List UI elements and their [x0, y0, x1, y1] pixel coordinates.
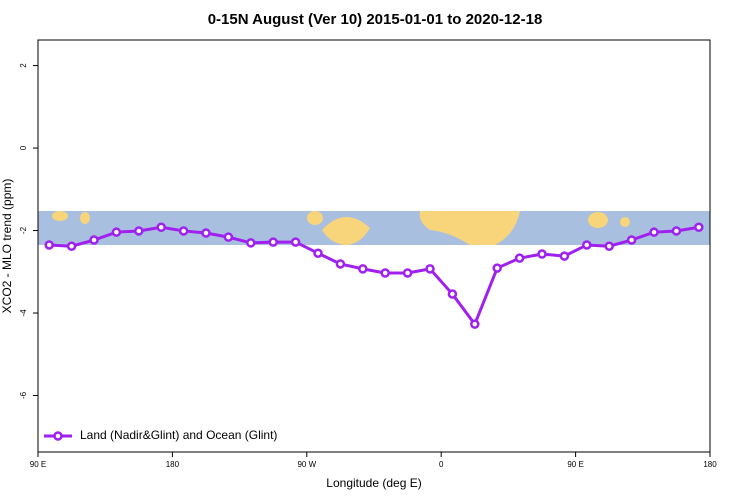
x-tick-label: 90 W: [297, 460, 316, 469]
point: [582, 240, 592, 250]
point: [671, 226, 682, 236]
point: [649, 227, 659, 237]
legend-marker: [53, 431, 63, 441]
point: [89, 235, 99, 245]
point: [492, 263, 502, 273]
point: [66, 241, 77, 251]
point: [156, 222, 166, 232]
point: [335, 259, 346, 269]
point: [134, 226, 144, 236]
point: [358, 264, 368, 274]
point: [44, 240, 54, 250]
point: [313, 248, 323, 258]
point: [201, 228, 211, 238]
point: [246, 238, 256, 248]
x-tick-label: 180: [703, 460, 717, 469]
point: [290, 237, 301, 247]
point: [447, 289, 458, 299]
x-tick-label: 90 E: [30, 460, 46, 469]
point: [470, 319, 480, 329]
point: [268, 237, 278, 247]
point: [694, 222, 704, 232]
plot-frame: [37, 39, 711, 453]
y-tick-label: -4: [19, 309, 28, 317]
point: [425, 264, 435, 274]
point: [380, 268, 390, 278]
point: [178, 226, 189, 236]
point: [559, 251, 570, 261]
point: [626, 235, 637, 245]
point: [514, 253, 525, 263]
point: [111, 227, 122, 237]
point: [537, 249, 547, 259]
point: [223, 232, 234, 242]
x-tick-label: 180: [166, 460, 180, 469]
legend-label: Land (Nadir&Glint) and Ocean (Glint): [80, 428, 277, 442]
x-tick-label: 90 E: [567, 460, 583, 469]
point: [402, 268, 413, 278]
y-axis-label: XCO2 - MLO trend (ppm): [0, 179, 14, 314]
y-tick-label: -6: [19, 391, 28, 399]
point: [604, 241, 614, 251]
y-tick-label: -2: [19, 226, 28, 234]
chart-title: 0-15N August (Ver 10) 2015-01-01 to 2020…: [208, 11, 543, 28]
x-tick-label: 0: [439, 460, 444, 469]
y-tick-label: 0: [19, 145, 28, 150]
y-tick-label: 2: [19, 63, 28, 68]
x-axis-label: Longitude (deg E): [326, 476, 421, 490]
